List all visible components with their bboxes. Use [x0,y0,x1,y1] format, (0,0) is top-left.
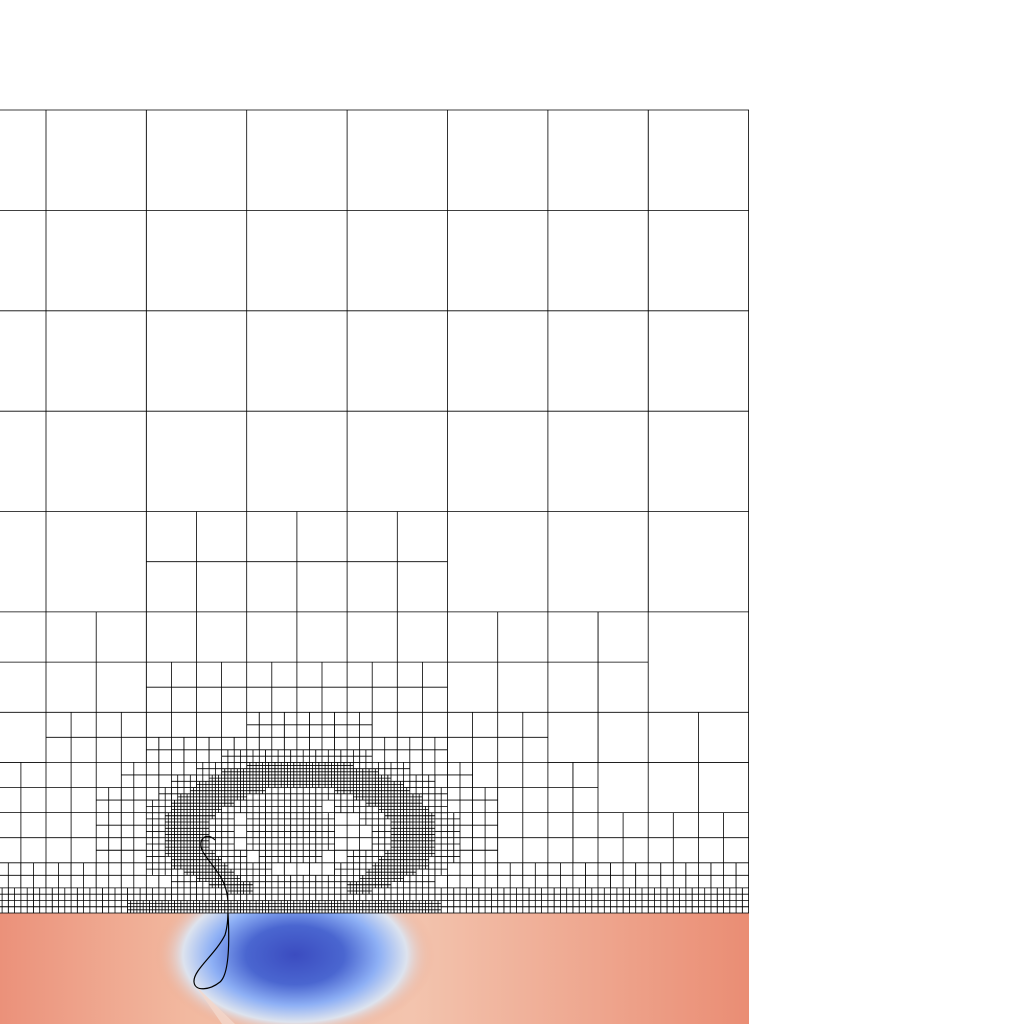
cold-region [0,913,749,1024]
mesh-cells [0,109,749,914]
adaptive-mesh [0,109,749,914]
wake-streak [195,985,235,1024]
interface-curve [193,835,230,990]
